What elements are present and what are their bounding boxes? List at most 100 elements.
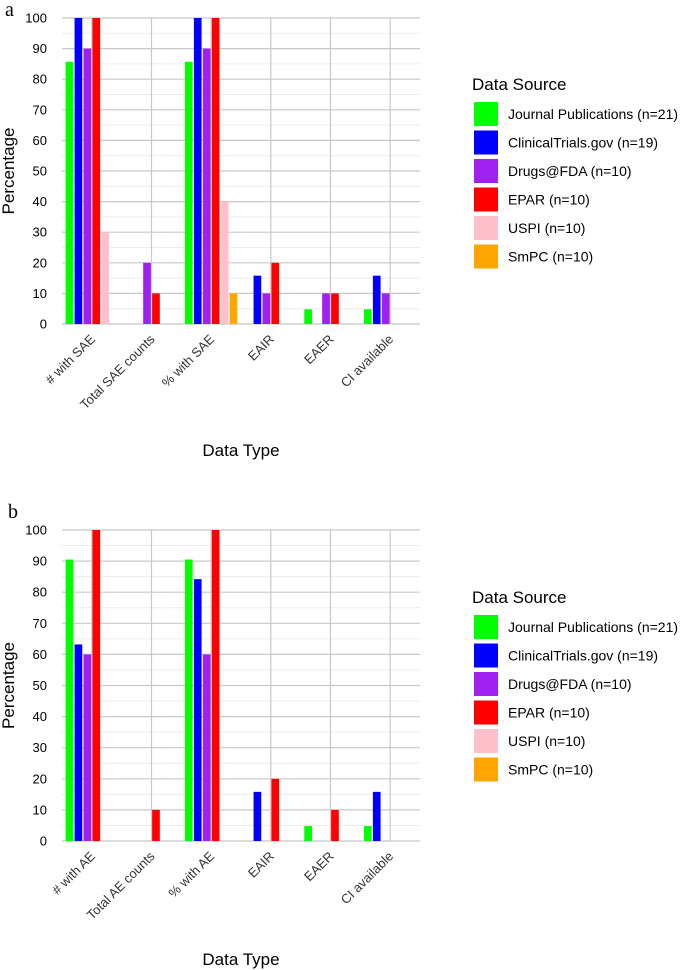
legend-swatch xyxy=(474,187,498,212)
legend-label: Journal Publications (n=21) xyxy=(508,106,678,122)
bar xyxy=(152,809,160,841)
y-tick-label: 100 xyxy=(25,523,47,538)
x-axis-title: Data Type xyxy=(202,950,279,969)
legend: Data Source Journal Publications (n=21) Cl… xyxy=(472,588,678,782)
x-tick-label: EAER xyxy=(301,849,337,885)
bar xyxy=(331,293,339,324)
bar xyxy=(253,275,262,324)
bar xyxy=(143,262,151,324)
y-tick-label: 40 xyxy=(33,709,47,724)
bar xyxy=(193,579,202,841)
y-tick-label: 20 xyxy=(33,255,47,270)
bar xyxy=(202,654,211,841)
x-tick-label: EAIR xyxy=(245,849,277,881)
bar xyxy=(363,826,372,841)
bar xyxy=(211,530,220,841)
y-tick-label: 20 xyxy=(33,771,47,786)
legend-swatch xyxy=(474,729,498,753)
bar xyxy=(152,293,160,324)
legend-label: Drugs@FDA (n=10) xyxy=(508,163,632,179)
bar xyxy=(92,530,101,841)
panel-letter: b xyxy=(8,501,18,523)
bar xyxy=(83,48,92,324)
y-tick-label: 50 xyxy=(33,164,47,179)
bar xyxy=(304,826,312,841)
legend-swatch xyxy=(474,672,498,696)
y-tick-label: 0 xyxy=(40,317,47,332)
y-tick-label: 60 xyxy=(33,647,47,662)
legend-swatch xyxy=(474,643,498,668)
legend-label: USPI (n=10) xyxy=(508,220,585,236)
y-tick-label: 80 xyxy=(33,72,47,87)
legend-label: EPAR (n=10) xyxy=(508,705,590,721)
bar xyxy=(271,778,280,841)
legend: Data Source Journal Publications (n=21) Cl… xyxy=(472,75,678,269)
x-tick-label: EAIR xyxy=(245,332,277,364)
x-tick-label: CI available xyxy=(338,849,397,908)
y-tick-label: 70 xyxy=(33,102,47,117)
y-tick-label: 30 xyxy=(33,225,47,240)
bar xyxy=(65,61,74,325)
x-tick-label: # with SAE xyxy=(42,331,98,387)
legend-label: USPI (n=10) xyxy=(508,733,585,749)
legend-label: Drugs@FDA (n=10) xyxy=(508,676,632,692)
x-tick-label: EAER xyxy=(301,332,337,368)
y-tick-label: 30 xyxy=(33,740,47,755)
bar xyxy=(74,644,83,841)
y-tick-label: 80 xyxy=(33,585,47,600)
y-tick-label: 0 xyxy=(40,834,47,849)
bar xyxy=(322,293,330,324)
y-tick-label: 10 xyxy=(33,802,47,817)
y-tick-label: 70 xyxy=(33,616,47,631)
legend-label: EPAR (n=10) xyxy=(508,192,590,208)
legend-title: Data Source xyxy=(472,75,567,94)
y-tick-label: 90 xyxy=(33,41,47,56)
bar xyxy=(184,61,193,325)
legend-swatch xyxy=(474,244,498,269)
bar xyxy=(193,18,202,324)
legend-label: ClinicalTrials.gov (n=19) xyxy=(508,648,658,664)
bar xyxy=(101,232,110,324)
bar xyxy=(381,293,390,324)
legend-swatch xyxy=(474,700,498,725)
bar xyxy=(372,791,381,841)
panel-letter: a xyxy=(5,0,14,21)
bar xyxy=(271,262,280,324)
y-tick-label: 10 xyxy=(33,286,47,301)
legend-swatch xyxy=(474,615,498,639)
bar xyxy=(184,559,193,841)
y-tick-label: 50 xyxy=(33,678,47,693)
legend-label: SmPC (n=10) xyxy=(508,249,593,265)
y-axis-title: Percentage xyxy=(0,128,18,215)
x-tick-label: % with SAE xyxy=(159,331,218,390)
legend-title: Data Source xyxy=(472,588,567,607)
bar xyxy=(211,18,220,324)
bar xyxy=(229,293,238,324)
y-tick-label: 100 xyxy=(25,11,47,26)
bar xyxy=(363,309,372,324)
legend-label: SmPC (n=10) xyxy=(508,762,593,778)
legend-swatch xyxy=(474,159,498,183)
bar xyxy=(372,275,381,324)
x-tick-label: CI available xyxy=(338,332,397,391)
y-tick-label: 60 xyxy=(33,133,47,148)
bar xyxy=(92,18,101,324)
legend-swatch xyxy=(474,130,498,155)
legend-swatch xyxy=(474,757,498,782)
bar xyxy=(220,201,229,324)
x-tick-label: % with AE xyxy=(165,848,217,900)
legend-swatch xyxy=(474,216,498,240)
x-axis-title: Data Type xyxy=(202,441,279,460)
legend-swatch xyxy=(474,102,498,126)
bar xyxy=(253,791,262,841)
bar xyxy=(262,293,271,324)
bar xyxy=(331,809,339,841)
legend-label: ClinicalTrials.gov (n=19) xyxy=(508,135,658,151)
y-tick-label: 90 xyxy=(33,554,47,569)
bar xyxy=(74,18,83,324)
x-tick-label: # with AE xyxy=(49,848,98,897)
bar xyxy=(304,309,312,324)
y-axis-title: Percentage xyxy=(0,642,18,729)
